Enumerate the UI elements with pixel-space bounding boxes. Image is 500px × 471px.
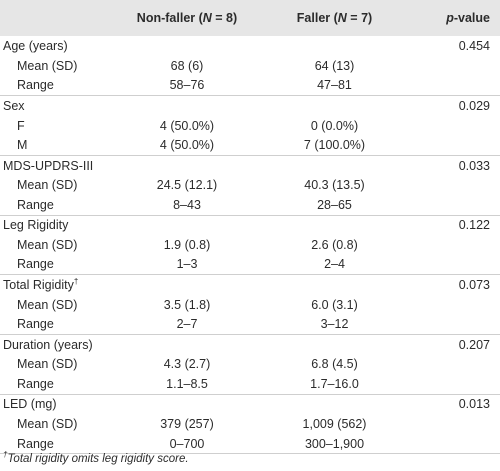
table-row: Range 0–700 300–1,900 xyxy=(0,433,500,455)
table-row: Duration (years) 0.207 xyxy=(0,333,500,355)
variable-label: Sex xyxy=(0,95,118,116)
table-row: Mean (SD) 1.9 (0.8) 2.6 (0.8) xyxy=(0,235,500,255)
p-value: 0.207 xyxy=(413,333,500,355)
faller-value: 1,009 (562) xyxy=(302,416,367,431)
non-faller-value: 8–43 xyxy=(173,197,201,212)
non-faller-value: 2–7 xyxy=(176,317,198,332)
table-row: Leg Rigidity 0.122 xyxy=(0,214,500,235)
p-value: 0.073 xyxy=(413,274,500,295)
table-row: Range 1.1–8.5 1.7–16.0 xyxy=(0,374,500,394)
variable-label: Age (years) xyxy=(3,38,68,53)
table-row: Range 58–76 47–81 xyxy=(0,76,500,96)
faller-value: 6.0 (3.1) xyxy=(311,297,358,312)
header-non-faller: Non-faller (N = 8) xyxy=(136,11,238,25)
p-value: 0.029 xyxy=(413,95,500,116)
faller-value: 28–65 xyxy=(317,197,352,212)
header-p-value: p-value xyxy=(446,11,490,25)
non-faller-value: 4 (50.0%) xyxy=(159,138,215,153)
stat-label: Range xyxy=(17,376,54,391)
non-faller-value: 4 (50.0%) xyxy=(159,118,215,133)
faller-value: 47–81 xyxy=(317,78,352,93)
faller-value: 6.8 (4.5) xyxy=(311,357,358,372)
stat-label: Mean (SD) xyxy=(17,357,78,372)
dagger-mark: † xyxy=(73,276,79,286)
non-faller-value: 1–3 xyxy=(176,257,198,272)
faller-value: 2–4 xyxy=(324,257,345,272)
header-row: Non-faller (N = 8) Faller (N = 7) p-valu… xyxy=(0,0,500,36)
table-row: Range 1–3 2–4 xyxy=(0,255,500,275)
table-row: Total Rigidity† 0.073 xyxy=(0,274,500,295)
non-faller-value: 1.9 (0.8) xyxy=(163,237,211,252)
header-blank xyxy=(0,0,118,36)
stat-label: Range xyxy=(17,78,54,93)
stat-label: Mean (SD) xyxy=(17,297,78,312)
stat-label: F xyxy=(17,118,25,133)
faller-value: 300–1,900 xyxy=(256,433,413,455)
non-faller-value: 24.5 (12.1) xyxy=(156,178,218,193)
faller-value: 64 (13) xyxy=(314,58,355,73)
stat-label: Mean (SD) xyxy=(17,58,78,73)
p-value: 0.013 xyxy=(413,393,500,414)
faller-value: 2.6 (0.8) xyxy=(311,237,358,252)
stat-label: Mean (SD) xyxy=(17,178,78,193)
table-row: Mean (SD) 24.5 (12.1) 40.3 (13.5) xyxy=(0,175,500,195)
faller-value: 0 (0.0%) xyxy=(310,118,359,133)
non-faller-value: 58–76 xyxy=(169,78,205,93)
table-row: Range 2–7 3–12 xyxy=(0,314,500,334)
variable-label: LED (mg) xyxy=(0,393,118,414)
stat-label: Range xyxy=(0,433,118,455)
header-faller: Faller (N = 7) xyxy=(296,11,373,25)
stat-label: Mean (SD) xyxy=(17,237,78,252)
variable-label: Leg Rigidity xyxy=(0,214,118,235)
footnote-dagger: † xyxy=(3,450,8,460)
stat-label: Range xyxy=(17,197,54,212)
stat-label: Mean (SD) xyxy=(17,416,78,431)
p-value: 0.454 xyxy=(458,38,490,53)
table-footnote: †Total rigidity omits leg rigidity score… xyxy=(3,450,189,465)
variable-label: MDS-UPDRS-III xyxy=(0,154,118,176)
non-faller-value: 4.3 (2.7) xyxy=(163,357,211,372)
table-row: F 4 (50.0%) 0 (0.0%) xyxy=(0,116,500,136)
table-row: Age (years) 0.454 xyxy=(0,36,500,56)
table-row: M 4 (50.0%) 7 (100.0%) xyxy=(0,135,500,155)
non-faller-value: 68 (6) xyxy=(170,58,204,73)
faller-value: 1.7–16.0 xyxy=(310,376,359,391)
faller-value: 40.3 (13.5) xyxy=(304,178,365,193)
non-faller-value: 1.1–8.5 xyxy=(166,376,208,391)
table-row: Mean (SD) 68 (6) 64 (13) xyxy=(0,56,500,76)
non-faller-value: 0–700 xyxy=(118,433,256,455)
non-faller-value: 3.5 (1.8) xyxy=(163,297,211,312)
demographics-table: Non-faller (N = 8) Faller (N = 7) p-valu… xyxy=(0,0,500,455)
table-row: Mean (SD) 379 (257) 1,009 (562) xyxy=(0,414,500,434)
faller-value: 3–12 xyxy=(320,317,349,332)
non-faller-value: 379 (257) xyxy=(160,416,214,431)
table-row: MDS-UPDRS-III 0.033 xyxy=(0,154,500,176)
p-value: 0.122 xyxy=(413,214,500,235)
faller-value: 7 (100.0%) xyxy=(303,138,366,153)
stat-label: M xyxy=(17,138,28,153)
variable-label: Duration (years) xyxy=(0,333,118,355)
table-row: Mean (SD) 4.3 (2.7) 6.8 (4.5) xyxy=(0,354,500,374)
table-row: Mean (SD) 3.5 (1.8) 6.0 (3.1) xyxy=(0,295,500,315)
stat-label: Range xyxy=(17,257,54,272)
p-value: 0.033 xyxy=(413,154,500,176)
table-row: LED (mg) 0.013 xyxy=(0,393,500,414)
stat-label: Range xyxy=(17,317,54,332)
variable-label: Total Rigidity† xyxy=(0,274,118,295)
table-row: Range 8–43 28–65 xyxy=(0,195,500,215)
table-row: Sex 0.029 xyxy=(0,95,500,116)
